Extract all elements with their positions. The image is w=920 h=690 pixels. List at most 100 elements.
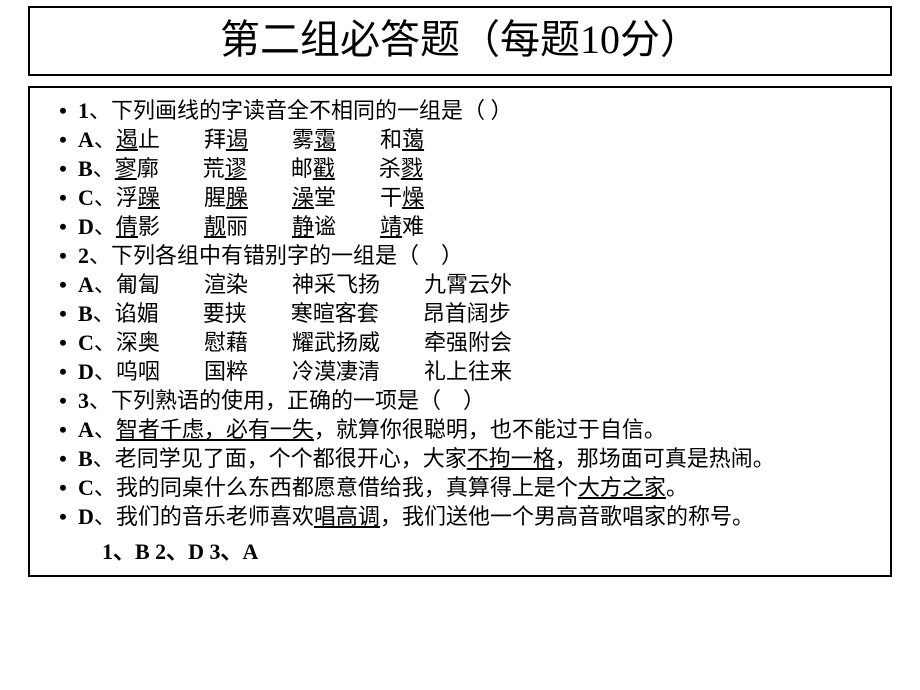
- content-row: •D、我们的音乐老师喜欢唱高调，我们送他一个男高音歌唱家的称号。: [48, 502, 872, 531]
- underlined-char: 倩: [116, 214, 138, 239]
- plain-char: 邮: [291, 156, 313, 181]
- prefix-sep: 、: [94, 330, 116, 355]
- plain-char: 和: [380, 127, 402, 152]
- bullet: •: [48, 241, 78, 270]
- word-item: 昂首阔步: [423, 301, 511, 326]
- line-prefix: C: [78, 475, 94, 500]
- word-gap: [247, 156, 291, 181]
- word-item: 耀武扬威: [292, 330, 380, 355]
- word-gap: [335, 156, 379, 181]
- word-gap: [336, 185, 380, 210]
- plain-char: 止: [138, 127, 160, 152]
- line-text: C、我的同桌什么东西都愿意借给我，真算得上是个大方之家。: [78, 473, 872, 502]
- prefix-sep: 、: [94, 504, 116, 529]
- sentence-text: ，那场面可真是热闹。: [555, 446, 775, 471]
- underlined-char: 靓: [204, 214, 226, 239]
- page: 第二组必答题（每题10分） •1、下列画线的字读音全不相同的一组是（ ）•A、遏…: [0, 0, 920, 690]
- underlined-char: 澡: [292, 185, 314, 210]
- plain-char: 堂: [314, 185, 336, 210]
- line-text: B、老同学见了面，个个都很开心，大家不拘一格，那场面可真是热闹。: [78, 444, 872, 473]
- prefix-sep: 、: [89, 388, 111, 413]
- bullet: •: [48, 299, 78, 328]
- word-gap: [379, 301, 423, 326]
- prefix-sep: 、: [94, 214, 116, 239]
- content-box: •1、下列画线的字读音全不相同的一组是（ ）•A、遏止 拜谒 雾霭 和蔼•B、寥…: [28, 86, 892, 577]
- content-row: •D、呜咽 国粹 冷漠凄清 礼上往来: [48, 357, 872, 386]
- underlined-char: 戳: [313, 156, 335, 181]
- underlined-char: 谬: [225, 156, 247, 181]
- prefix-sep: 、: [94, 272, 116, 297]
- word-item: 慰藉: [204, 330, 248, 355]
- prefix-sep: 、: [93, 301, 115, 326]
- content-row: •C、我的同桌什么东西都愿意借给我，真算得上是个大方之家。: [48, 473, 872, 502]
- content-row: •D、倩影 靓丽 静谧 靖难: [48, 212, 872, 241]
- word-gap: [160, 359, 204, 384]
- bullet: •: [48, 154, 78, 183]
- word-item: 神采飞扬: [292, 272, 380, 297]
- word-gap: [160, 185, 204, 210]
- word-item: 要挟: [203, 301, 247, 326]
- underlined-char: 静: [292, 214, 314, 239]
- word-gap: [160, 214, 204, 239]
- bullet: •: [48, 386, 78, 415]
- line-prefix: B: [78, 156, 93, 181]
- sentence-text: 老同学见了面，个个都很开心，大家: [115, 446, 467, 471]
- prefix-sep: 、: [94, 475, 116, 500]
- bullet: •: [48, 328, 78, 357]
- word-gap: [248, 330, 292, 355]
- underlined-char: 蔼: [402, 127, 424, 152]
- line-prefix: D: [78, 214, 94, 239]
- plain-text: 下列各组中有错别字的一组是（ ）: [111, 243, 463, 268]
- plain-char: 丽: [226, 214, 248, 239]
- word-item: 呜咽: [116, 359, 160, 384]
- plain-char: 谧: [314, 214, 336, 239]
- word-gap: [159, 301, 203, 326]
- plain-char: 拜: [204, 127, 226, 152]
- plain-char: 杀: [379, 156, 401, 181]
- bullet: •: [48, 444, 78, 473]
- sentence-text: 我的同桌什么东西都愿意借给我，真算得上是个: [116, 475, 578, 500]
- line-prefix: 2: [78, 243, 89, 268]
- underlined-char: 燥: [402, 185, 424, 210]
- underlined-char: 遏: [116, 127, 138, 152]
- bullet: •: [48, 96, 78, 125]
- plain-char: 难: [402, 214, 424, 239]
- line-prefix: 3: [78, 388, 89, 413]
- word-gap: [248, 127, 292, 152]
- line-prefix: D: [78, 359, 94, 384]
- word-item: 牵强附会: [424, 330, 512, 355]
- plain-char: 廓: [137, 156, 159, 181]
- line-prefix: B: [78, 301, 93, 326]
- bullet: •: [48, 270, 78, 299]
- word-item: 寒暄客套: [291, 301, 379, 326]
- sentence-text: 我们的音乐老师喜欢: [116, 504, 314, 529]
- word-item: 九霄云外: [424, 272, 512, 297]
- line-prefix: D: [78, 504, 94, 529]
- bullet: •: [48, 502, 78, 531]
- content-row: •A、匍匐 渲染 神采飞扬 九霄云外: [48, 270, 872, 299]
- sentence-text: ，我们送他一个男高音歌唱家的称号。: [380, 504, 754, 529]
- word-gap: [380, 330, 424, 355]
- line-prefix: A: [78, 272, 94, 297]
- prefix-sep: 、: [93, 446, 115, 471]
- plain-char: 干: [380, 185, 402, 210]
- bullet: •: [48, 473, 78, 502]
- line-text: A、智者千虑，必有一失，就算你很聪明，也不能过于自信。: [78, 415, 872, 444]
- line-text: B、寥廓 荒谬 邮戳 杀戮: [78, 154, 872, 183]
- line-prefix: B: [78, 446, 93, 471]
- line-text: A、遏止 拜谒 雾霭 和蔼: [78, 125, 872, 154]
- underlined-char: 谒: [226, 127, 248, 152]
- underlined-phrase: 唱高调: [314, 504, 380, 529]
- bullet: •: [48, 212, 78, 241]
- plain-char: 浮: [116, 185, 138, 210]
- content-row: •C、深奥 慰藉 耀武扬威 牵强附会: [48, 328, 872, 357]
- plain-text: 下列熟语的使用，正确的一项是（ ）: [111, 388, 485, 413]
- underlined-char: 戮: [401, 156, 423, 181]
- content-row: •C、浮躁 腥臊 澡堂 干燥: [48, 183, 872, 212]
- prefix-sep: 、: [89, 98, 111, 123]
- line-prefix: A: [78, 127, 94, 152]
- content-row: •2、下列各组中有错别字的一组是（ ）: [48, 241, 872, 270]
- line-text: C、浮躁 腥臊 澡堂 干燥: [78, 183, 872, 212]
- underlined-phrase: 智者千虑，必有一失: [116, 417, 314, 442]
- content-row: •B、谄媚 要挟 寒暄客套 昂首阔步: [48, 299, 872, 328]
